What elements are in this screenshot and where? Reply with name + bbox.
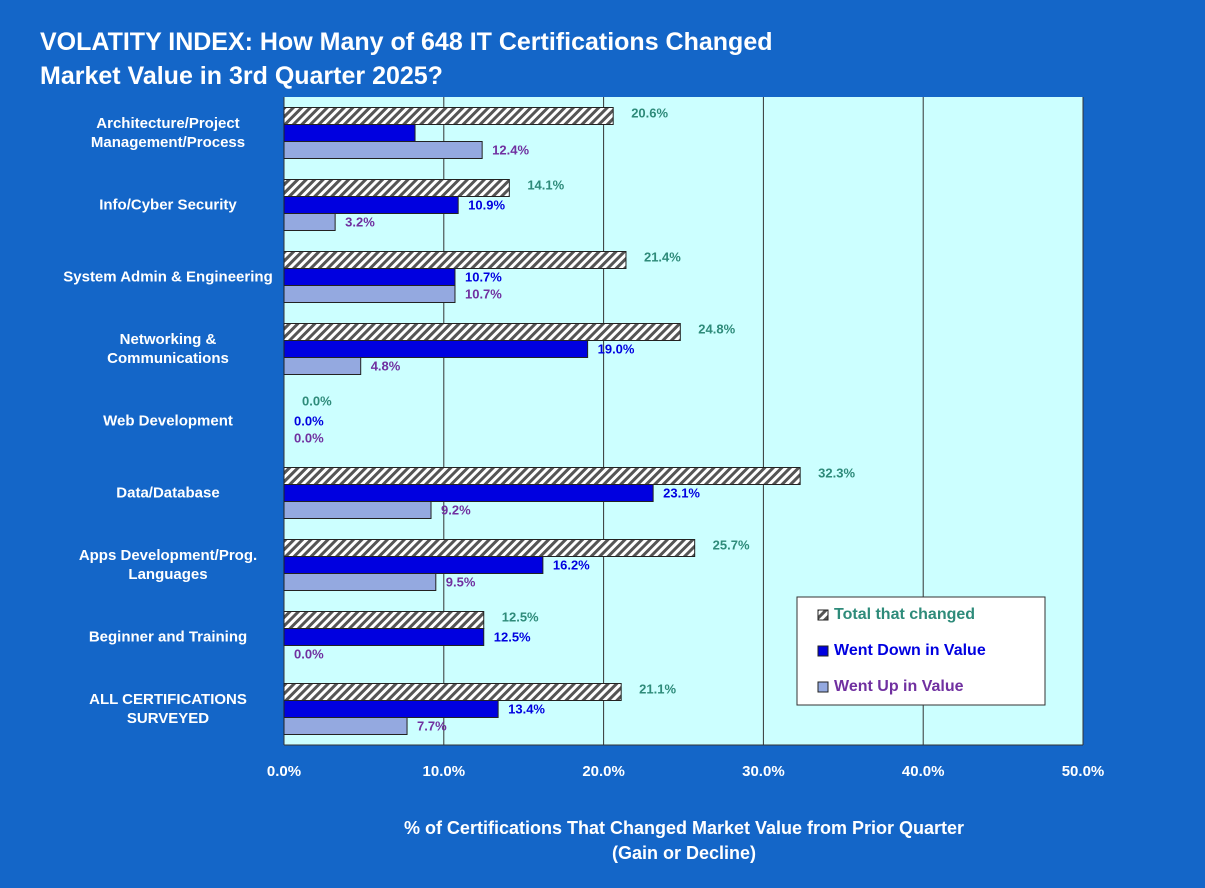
bar: [283, 285, 456, 303]
bar: [283, 357, 362, 375]
y-tick-label: System Admin & Engineering: [63, 268, 273, 286]
bar: [283, 107, 614, 125]
y-tick-label: Beginner and Training: [88, 628, 248, 646]
y-tick-label: Apps Development/Prog. Languages: [78, 547, 258, 583]
x-tick-label: 0.0%: [267, 763, 301, 780]
data-label: 9.5%: [446, 574, 476, 589]
legend-swatch: [817, 645, 829, 657]
bar: [283, 340, 589, 358]
legend-swatch: [817, 609, 829, 621]
bar: [283, 556, 544, 574]
data-label: 7.7%: [417, 718, 447, 733]
bar: [283, 141, 483, 159]
bar: [283, 683, 622, 701]
x-tick-label: 20.0%: [582, 763, 625, 780]
data-label: 0.0%: [294, 430, 324, 445]
bar: [283, 501, 432, 519]
legend-label: Went Up in Value: [834, 678, 964, 695]
chart-title: VOLATITY INDEX: How Many of 648 IT Certi…: [40, 28, 773, 56]
legend-label: Went Down in Value: [834, 642, 986, 659]
y-tick-label: Web Development: [103, 412, 233, 430]
bar: [283, 611, 485, 629]
data-label: 12.5%: [502, 609, 539, 624]
bar: [283, 196, 459, 214]
bar: [283, 628, 485, 646]
bar: [283, 539, 696, 557]
legend-label: Total that changed: [834, 606, 975, 623]
data-label: 25.7%: [713, 537, 750, 552]
y-tick-label: Architecture/Project Management/Process: [90, 115, 246, 151]
data-label: 12.4%: [492, 142, 529, 157]
y-tick-label: Data/Database: [116, 484, 220, 502]
bar: [283, 484, 654, 502]
data-label: 0.0%: [302, 393, 332, 408]
x-axis-title: (Gain or Decline): [611, 843, 757, 863]
x-tick-label: 40.0%: [902, 763, 945, 780]
bar: [283, 573, 437, 591]
bar: [283, 467, 801, 485]
data-label: 21.4%: [644, 249, 681, 264]
data-label: 14.1%: [527, 177, 564, 192]
y-tick-label: Info/Cyber Security: [99, 196, 237, 214]
bar: [283, 717, 408, 735]
x-axis-title: % of Certifications That Changed Market …: [403, 818, 965, 838]
y-tick-label: ALL CERTIFICATIONS SURVEYED: [89, 691, 247, 727]
data-label: 0.0%: [294, 646, 324, 661]
data-label: 10.9%: [468, 197, 505, 212]
bar: [283, 179, 510, 197]
data-label: 12.5%: [494, 629, 531, 644]
bar: [283, 213, 336, 231]
data-label: 4.8%: [371, 358, 401, 373]
bar: [283, 251, 627, 269]
data-label: 0.0%: [294, 413, 324, 428]
y-tick-label: Networking & Communications: [107, 331, 229, 367]
bar: [283, 124, 416, 142]
data-label: 16.2%: [553, 557, 590, 572]
data-label: 24.8%: [698, 321, 735, 336]
data-label: 3.2%: [345, 214, 375, 229]
x-tick-label: 30.0%: [742, 763, 785, 780]
x-tick-label: 10.0%: [423, 763, 466, 780]
bar: [283, 268, 456, 286]
legend-swatch: [817, 681, 829, 693]
data-label: 32.3%: [818, 465, 855, 480]
data-label: 20.6%: [631, 105, 668, 120]
data-label: 10.7%: [465, 269, 502, 284]
data-label: 10.7%: [465, 286, 502, 301]
data-label: 23.1%: [663, 485, 700, 500]
x-tick-label: 50.0%: [1062, 763, 1105, 780]
chart-title: Market Value in 3rd Quarter 2025?: [40, 62, 443, 90]
bar: [283, 323, 681, 341]
bar: [283, 700, 499, 718]
data-label: 13.4%: [508, 701, 545, 716]
data-label: 9.2%: [441, 502, 471, 517]
data-label: 21.1%: [639, 681, 676, 696]
data-label: 19.0%: [598, 341, 635, 356]
legend: [796, 596, 1046, 706]
